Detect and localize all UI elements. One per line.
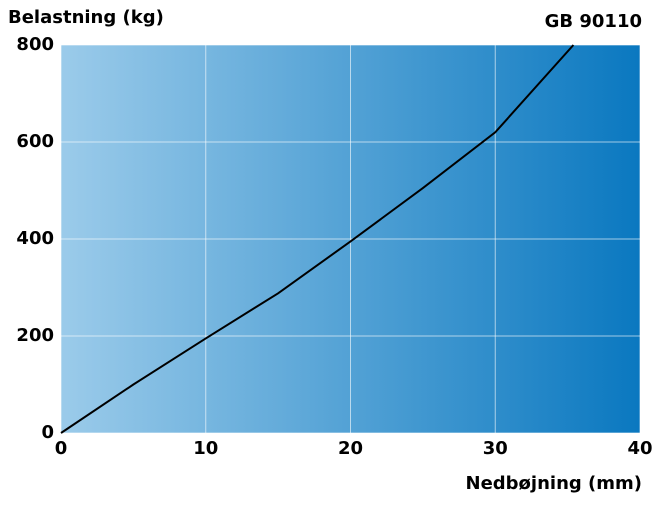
- y-tick-label: 400: [16, 228, 54, 249]
- x-tick-label: 20: [338, 438, 363, 459]
- data-line: [60, 44, 575, 434]
- x-axis-label: Nedbøjning (mm): [466, 473, 643, 494]
- x-tick-label: 10: [193, 438, 218, 459]
- x-tick-label: 30: [483, 438, 508, 459]
- y-tick-label: 600: [16, 131, 54, 152]
- y-tick-label: 800: [16, 34, 54, 55]
- chart-title: GB 90110: [545, 11, 642, 32]
- y-tick-label: 200: [16, 325, 54, 346]
- y-tick-label: 0: [41, 422, 54, 443]
- x-tick-label: 40: [627, 438, 652, 459]
- x-tick-label: 0: [55, 438, 68, 459]
- y-axis-label: Belastning (kg): [8, 7, 164, 28]
